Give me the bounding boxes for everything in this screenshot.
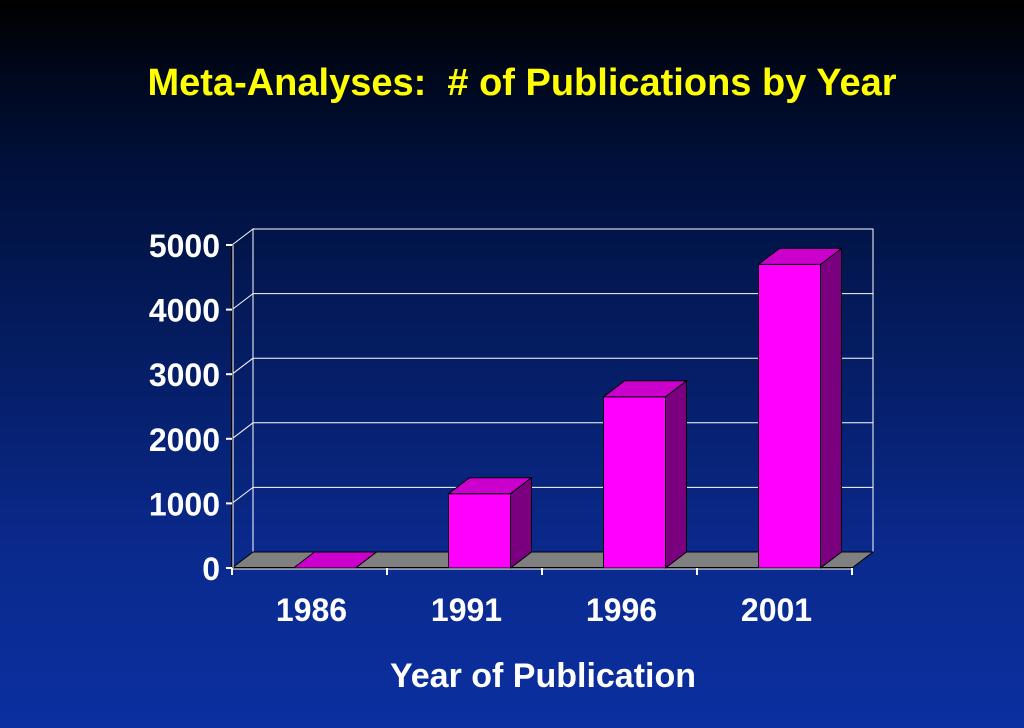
bar-front — [758, 263, 821, 569]
left-wall-edge — [231, 227, 254, 552]
y-tick-label: 3000 — [149, 357, 220, 393]
x-tick-label: 2001 — [741, 592, 812, 628]
y-tick-label: 2000 — [149, 422, 220, 458]
x-tick-labels: 1986 1991 1996 2001 — [276, 592, 812, 628]
side-gridline — [231, 293, 254, 310]
x-axis-label: Year of Publication — [390, 657, 696, 695]
bar-top — [292, 551, 378, 569]
side-gridline — [231, 487, 254, 504]
bar-front — [448, 493, 511, 569]
bar-1991 — [447, 476, 533, 570]
bar-top — [447, 477, 533, 495]
bar-side — [665, 379, 687, 570]
y-tick-label: 4000 — [149, 293, 220, 329]
bar-1996 — [602, 379, 688, 570]
bar-1986 — [292, 551, 378, 569]
x-tick-label: 1996 — [586, 592, 657, 628]
y-tick-label: 1000 — [149, 486, 220, 522]
bars — [292, 247, 843, 570]
y-tick-label: 0 — [202, 551, 220, 587]
bar-side — [820, 247, 842, 570]
x-tick-label: 1986 — [276, 592, 347, 628]
bar-top — [602, 380, 688, 398]
bar-front — [603, 396, 666, 569]
y-tick-label: 5000 — [149, 228, 220, 264]
side-gridline — [231, 422, 254, 440]
side-gridline — [231, 357, 254, 375]
bar-top — [757, 247, 843, 265]
x-tick-label: 1991 — [431, 592, 502, 628]
chart-title: Meta-Analyses: # of Publications by Year — [147, 62, 897, 104]
y-tick-labels: 0 1000 2000 3000 4000 5000 — [149, 228, 220, 587]
chart-walls — [231, 227, 874, 552]
back-wall-edge — [253, 228, 874, 552]
bar-2001 — [757, 247, 843, 570]
